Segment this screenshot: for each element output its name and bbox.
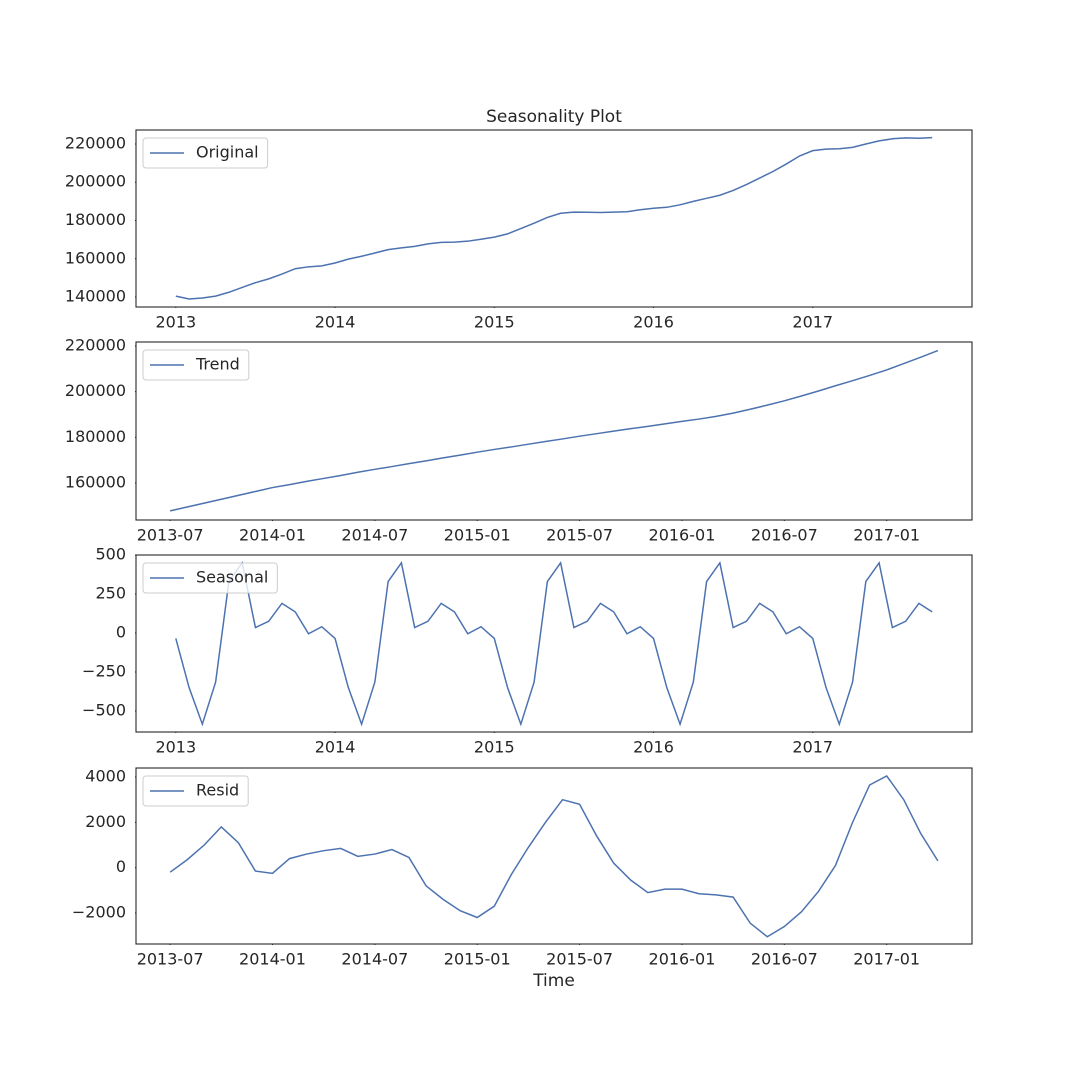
legend-box xyxy=(142,137,269,169)
legend: Seasonal xyxy=(142,562,278,594)
y-tick-label: 180000 xyxy=(65,427,126,446)
subplot: 160000 180000 200000 220000 2013-07 2014-01 20… xyxy=(65,335,973,545)
x-tick-label: 2017 xyxy=(792,313,833,332)
chart-title: Seasonality Plot xyxy=(486,107,622,127)
subplot: −2000 0 2000 4000 2013-07 2014-01 2014-07 2015-… xyxy=(72,767,973,991)
x-tick-label: 2014-01 xyxy=(239,950,306,969)
x-tick-label: 2015 xyxy=(474,313,515,332)
x-tick-label: 2014-07 xyxy=(341,526,408,545)
x-tick-label: 2014-07 xyxy=(341,950,408,969)
x-tick-label: 2015-01 xyxy=(444,950,511,969)
y-tick-label: 140000 xyxy=(65,287,126,306)
x-tick-label: 2016 xyxy=(633,738,674,757)
y-tick-label: 4000 xyxy=(85,767,126,786)
x-tick-label: 2016-01 xyxy=(649,526,716,545)
series-line xyxy=(175,560,933,727)
y-tick-label: 0 xyxy=(116,857,126,876)
x-tick-label: 2013-07 xyxy=(137,950,204,969)
x-tick-label: 2017-01 xyxy=(853,950,920,969)
y-tick-label: 160000 xyxy=(65,473,126,492)
subplot: −500 −250 0 250 500 2013 2014 2015 2016 2017 Seaso… xyxy=(82,545,973,757)
legend-label: Trend xyxy=(195,355,240,374)
y-tick-label: 200000 xyxy=(65,172,126,191)
x-tick-label: 2014 xyxy=(315,313,356,332)
series-line xyxy=(169,774,939,938)
legend-label: Seasonal xyxy=(196,568,268,587)
y-tick-label: −250 xyxy=(82,661,126,680)
x-tick-label: 2017 xyxy=(792,738,833,757)
subplot: Seasonality Plot 140000 160000 180000 200000… xyxy=(65,107,973,332)
y-tick-label: 250 xyxy=(95,583,126,602)
y-tick-label: 180000 xyxy=(65,210,126,229)
axes-frame xyxy=(135,767,973,945)
axes-frame xyxy=(135,554,973,733)
legend: Resid xyxy=(142,775,249,807)
series-line xyxy=(169,349,939,512)
x-tick-label: 2016 xyxy=(633,313,674,332)
series-line xyxy=(175,136,933,300)
axes-frame xyxy=(135,129,973,308)
x-tick-label: 2014-01 xyxy=(239,526,306,545)
y-tick-label: 220000 xyxy=(65,335,126,354)
x-tick-label: 2015-07 xyxy=(546,950,613,969)
x-tick-label: 2015-07 xyxy=(546,526,613,545)
x-tick-label: 2016-07 xyxy=(751,950,818,969)
y-tick-label: 220000 xyxy=(65,133,126,152)
y-tick-label: 500 xyxy=(95,545,126,564)
legend: Original xyxy=(142,137,269,169)
y-tick-label: 2000 xyxy=(85,812,126,831)
x-tick-label: 2013 xyxy=(155,313,196,332)
x-tick-label: 2014 xyxy=(315,738,356,757)
y-tick-label: 0 xyxy=(116,622,126,641)
axes-frame xyxy=(135,341,973,521)
x-axis-label: Time xyxy=(532,971,575,991)
legend-box xyxy=(142,775,249,807)
x-tick-label: 2013 xyxy=(155,738,196,757)
x-tick-label: 2016-07 xyxy=(751,526,818,545)
x-tick-label: 2015-01 xyxy=(444,526,511,545)
legend-label: Resid xyxy=(196,781,239,800)
y-tick-label: 160000 xyxy=(65,248,126,267)
x-tick-label: 2015 xyxy=(474,738,515,757)
x-tick-label: 2016-01 xyxy=(649,950,716,969)
x-tick-label: 2013-07 xyxy=(137,526,204,545)
y-tick-label: −2000 xyxy=(72,902,126,921)
legend-label: Original xyxy=(196,143,259,162)
y-tick-label: 200000 xyxy=(65,381,126,400)
legend-box xyxy=(142,562,278,594)
x-tick-label: 2017-01 xyxy=(853,526,920,545)
y-tick-label: −500 xyxy=(82,700,126,719)
legend: Trend xyxy=(142,349,250,381)
legend-box xyxy=(142,349,250,381)
